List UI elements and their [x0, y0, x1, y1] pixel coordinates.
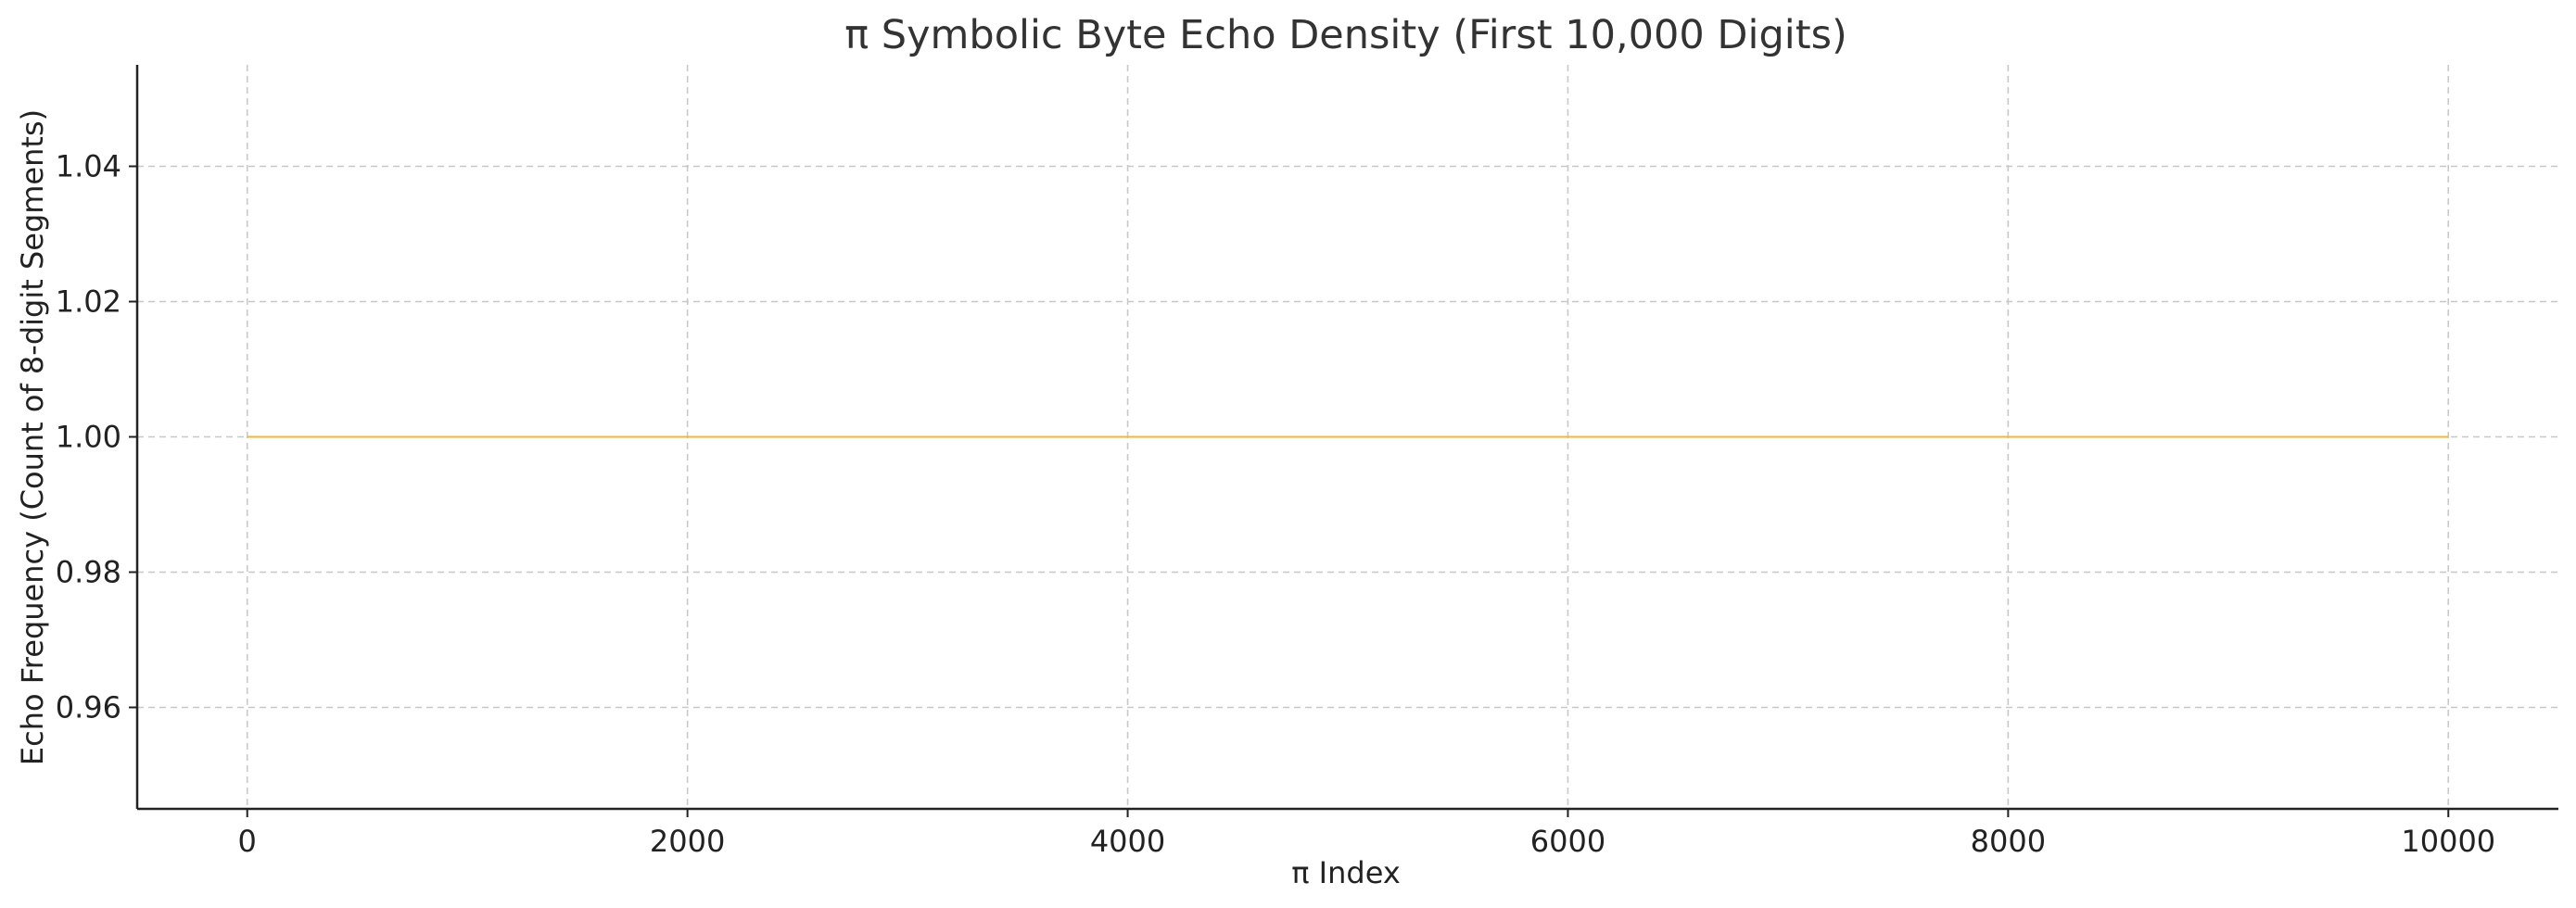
x-tick-label-4: 8000 [1971, 824, 2046, 859]
x-tick-label-3: 6000 [1530, 824, 1605, 859]
y-axis-label: Echo Frequency (Count of 8-digit Segment… [15, 109, 50, 765]
y-tick-label-0: 0.96 [56, 690, 121, 725]
x-axis-label: π Index [1291, 855, 1401, 890]
x-tick-label-0: 0 [238, 824, 257, 859]
ticks-layer: 0 2000 4000 6000 8000 10000 0.96 0.98 1.00 1.02 1.… [56, 149, 2495, 860]
y-tick-label-4: 1.04 [56, 149, 121, 184]
y-tick-label-2: 1.00 [56, 420, 121, 455]
chart-title: π Symbolic Byte Echo Density (First 10,0… [844, 12, 1847, 58]
x-tick-label-5: 10000 [2401, 824, 2495, 859]
x-tick-label-1: 2000 [650, 824, 725, 859]
y-tick-label-1: 0.98 [56, 555, 121, 590]
y-tick-label-3: 1.02 [56, 284, 121, 320]
x-tick-label-2: 4000 [1090, 824, 1165, 859]
